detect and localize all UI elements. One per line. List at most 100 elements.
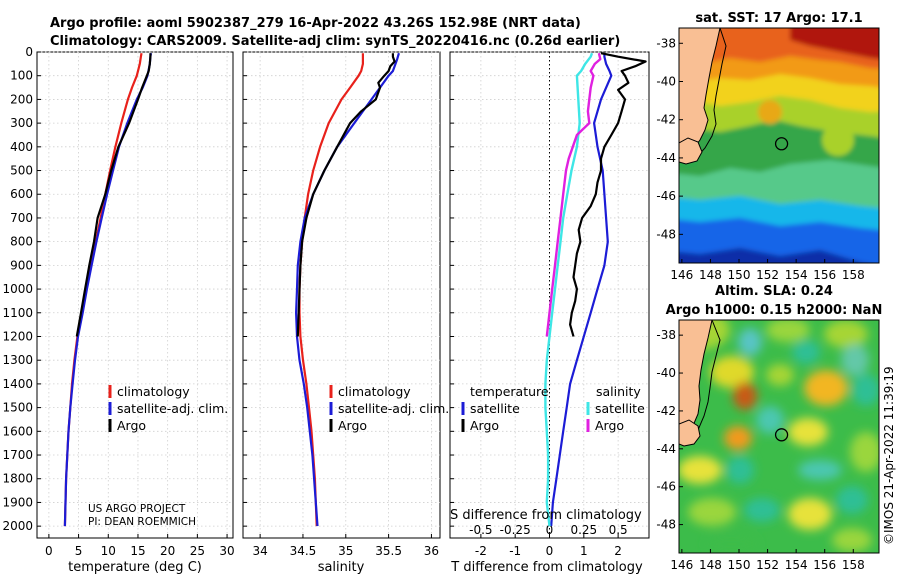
salinity-legend: climatology satellite-adj. clim. Argo <box>329 384 449 433</box>
legend-label-temperature-argo: Argo <box>470 418 499 433</box>
depth-tick-label: 400 <box>10 140 33 154</box>
longitude-tick-label: 158 <box>842 558 865 572</box>
series-line-salinity-satellite <box>544 52 594 527</box>
legend-label-climatology: climatology <box>117 384 190 399</box>
longitude-tick-label: 154 <box>785 268 808 282</box>
s-tick-label: 0.25 <box>570 523 597 537</box>
longitude-tick-label: 150 <box>728 558 751 572</box>
sla-map-subtitle: Argo h1000: 0.15 h2000: NaN <box>666 303 883 318</box>
depth-tick-label: 1200 <box>2 329 33 343</box>
x-tick-label: -2 <box>475 544 487 558</box>
x-tick-label: 2 <box>614 544 622 558</box>
header-title-line2: Climatology: CARS2009. Satellite-adj cli… <box>50 34 620 49</box>
longitude-tick-label: 154 <box>785 558 808 572</box>
depth-tick-label: 1700 <box>2 448 33 462</box>
depth-tick-label: 2000 <box>2 519 33 533</box>
x-tick-label: 0 <box>45 544 53 558</box>
x-tick-label: 34.5 <box>290 544 317 558</box>
longitude-tick-label: 148 <box>699 268 722 282</box>
depth-tick-label: 1300 <box>2 353 33 367</box>
imos-credit: ©IMOS 21-Apr-2022 11:39:19 <box>882 366 896 545</box>
legend-title-salinity: salinity <box>596 384 641 399</box>
sst-map-frame <box>678 27 880 264</box>
sla-map-panel: Altim. SLA: 0.24 Argo h1000: 0.15 h2000:… <box>656 284 882 572</box>
latitude-tick-label: -44 <box>656 442 676 456</box>
series-line-argo <box>296 53 396 337</box>
s-difference-label: S difference from climatology <box>450 508 642 523</box>
depth-tick-label: 1100 <box>2 306 33 320</box>
temperature-tick-labels: 0 5 10 15 20 25 30 <box>45 544 235 558</box>
salinity-axes-box <box>242 51 441 539</box>
sst-latitude-ticks: -38 -40 -42 -44 -46 -48 <box>656 36 683 241</box>
argo-float-marker <box>774 428 789 442</box>
difference-legend: temperature satellite Argo salinity sate… <box>461 384 645 433</box>
x-tick-label: 0 <box>546 544 554 558</box>
sst-map-title: sat. SST: 17 Argo: 17.1 <box>695 11 862 26</box>
series-line-salinity-argo <box>545 52 602 337</box>
latitude-tick-label: -48 <box>656 227 676 241</box>
series-line-satellite-adj-clim- <box>295 52 400 527</box>
x-tick-label: 15 <box>130 544 145 558</box>
latitude-tick-label: -40 <box>656 366 676 380</box>
sst-map-panel: sat. SST: 17 Argo: 17.1 14 <box>656 11 880 282</box>
depth-tick-label: 500 <box>10 164 33 178</box>
sst-shelf-contour <box>695 28 727 159</box>
s-tick-label: 0.5 <box>609 523 628 537</box>
latitude-tick-label: -38 <box>656 36 676 50</box>
sst-eddy <box>758 100 782 124</box>
x-tick-label: 20 <box>160 544 175 558</box>
latitude-tick-label: -46 <box>656 480 676 494</box>
difference-panel: -2 -1 0 1 2 -0.5 -0.25 0 0.25 0.5 S difference f… <box>449 51 650 575</box>
s-tick-label: -0.5 <box>469 523 492 537</box>
legend-label-argo: Argo <box>338 418 367 433</box>
depth-tick-label: 200 <box>10 92 33 106</box>
sst-warm-core <box>790 28 879 60</box>
depth-tick-label: 100 <box>10 69 33 83</box>
depth-tick-label: 700 <box>10 211 33 225</box>
legend-label-argo: Argo <box>117 418 146 433</box>
x-tick-label: 35 <box>338 544 353 558</box>
argo-float-marker <box>774 137 789 151</box>
legend-label-satellite: satellite-adj. clim. <box>338 401 449 416</box>
header-title-line1: Argo profile: aoml 5902387_279 16-Apr-20… <box>50 16 581 31</box>
latitude-tick-label: -44 <box>656 151 676 165</box>
sla-latitude-ticks: -38 -40 -42 -44 -46 -48 <box>656 328 683 532</box>
series-line-temperature-satellite <box>550 53 613 527</box>
x-tick-label: 1 <box>580 544 588 558</box>
salinity-panel: 34 34.5 35 35.5 36 salinity climatology sate… <box>242 51 449 575</box>
legend-label-temperature-satellite: satellite <box>470 401 520 416</box>
depth-tick-label: 1800 <box>2 472 33 486</box>
latitude-tick-label: -42 <box>656 113 676 127</box>
credit-pi: PI: DEAN ROEMMICH <box>88 516 196 528</box>
sla-shelf-contour <box>687 320 721 443</box>
s-tick-label: 0 <box>546 523 554 537</box>
sla-map-frame <box>678 319 880 554</box>
longitude-tick-label: 152 <box>756 268 779 282</box>
depth-tick-label: 600 <box>10 187 33 201</box>
longitude-tick-label: 150 <box>728 268 751 282</box>
temperature-legend: climatology satellite-adj. clim. Argo <box>108 384 228 433</box>
salinity-xlabel: salinity <box>318 560 365 575</box>
legend-label-salinity-argo: Argo <box>595 418 624 433</box>
temperature-axes-box <box>36 51 234 539</box>
sst-eddy <box>822 124 854 156</box>
depth-tick-label: 1000 <box>2 282 33 296</box>
sla-land-tasmania <box>679 419 701 447</box>
s-tick-label: -0.25 <box>500 523 531 537</box>
depth-tick-label: 1500 <box>2 401 33 415</box>
t-difference-tick-labels: -2 -1 0 1 2 <box>475 544 622 558</box>
temperature-series <box>63 53 153 527</box>
depth-tick-labels: 0 100 200 300 400 500 600 700 800 900 1000 1100 1200… <box>2 45 33 533</box>
longitude-tick-label: 152 <box>756 558 779 572</box>
depth-tick-label: 800 <box>10 235 33 249</box>
credit-project: US ARGO PROJECT <box>88 503 186 515</box>
legend-label-climatology: climatology <box>338 384 411 399</box>
s-difference-tick-labels: -0.5 -0.25 0 0.25 0.5 <box>469 523 627 537</box>
legend-title-temperature: temperature <box>470 384 549 399</box>
longitude-tick-label: 158 <box>842 268 865 282</box>
series-line-temperature-argo <box>568 52 647 337</box>
salinity-series <box>295 52 400 527</box>
latitude-tick-label: -42 <box>656 404 676 418</box>
legend-label-satellite: satellite-adj. clim. <box>117 401 228 416</box>
